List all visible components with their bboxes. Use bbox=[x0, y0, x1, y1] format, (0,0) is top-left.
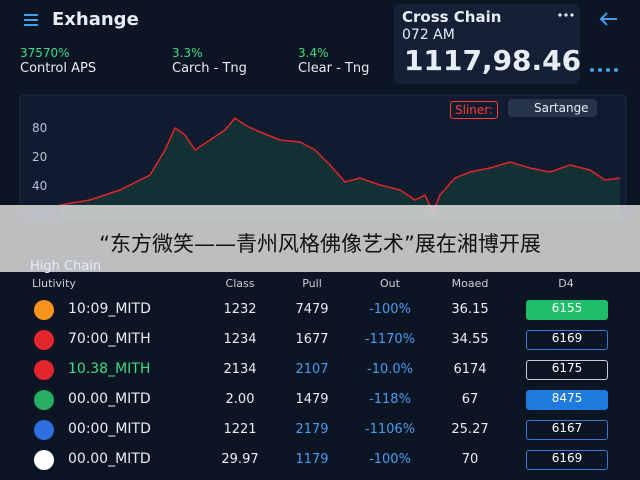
cell: 1234 bbox=[223, 332, 257, 347]
cell: 1179 bbox=[295, 452, 329, 467]
cell: -1170% bbox=[364, 332, 416, 347]
column-header: Pull bbox=[302, 277, 322, 290]
pair-name: 00.00_MITD bbox=[68, 391, 151, 407]
cell: 67 bbox=[461, 392, 479, 407]
more-dots[interactable] bbox=[558, 13, 574, 17]
price-button[interactable]: 6169 bbox=[526, 450, 608, 470]
stat-value: 37570% bbox=[20, 46, 70, 60]
range-button[interactable]: Sartange bbox=[508, 99, 597, 117]
coin-icon bbox=[34, 360, 54, 380]
cell: 34.55 bbox=[451, 332, 489, 347]
cell: 2134 bbox=[223, 362, 257, 377]
y-tick-label: 40 bbox=[32, 179, 48, 193]
cell: 25.27 bbox=[451, 422, 489, 437]
pair-name: 70:00_MITH bbox=[68, 331, 151, 347]
cell: 1479 bbox=[295, 392, 329, 407]
cell: 2179 bbox=[295, 422, 329, 437]
app-title: Exhange bbox=[52, 9, 139, 30]
price-button[interactable]: 6167 bbox=[526, 420, 608, 440]
y-tick-label: 20 bbox=[32, 150, 48, 164]
card-amount: 1117,98.46 bbox=[404, 44, 582, 77]
column-header: D4 bbox=[558, 277, 574, 290]
column-header: Moaed bbox=[451, 277, 489, 290]
cell: 2.00 bbox=[225, 392, 255, 407]
pair-name: 00.00_MITD bbox=[68, 451, 151, 467]
card-bg bbox=[394, 4, 580, 84]
stat-value: 3.4% bbox=[298, 46, 329, 60]
menu-icon[interactable] bbox=[24, 14, 38, 26]
price-button[interactable]: 6169 bbox=[526, 330, 608, 350]
coin-icon bbox=[34, 300, 54, 320]
cell: 1221 bbox=[223, 422, 257, 437]
cell: -118% bbox=[369, 392, 411, 407]
menu-dots[interactable] bbox=[590, 68, 618, 72]
cell: 70 bbox=[461, 452, 479, 467]
price-button[interactable]: 8475 bbox=[526, 390, 608, 410]
column-header: Llutivity bbox=[32, 277, 76, 290]
cell: 2107 bbox=[295, 362, 329, 377]
card-title: Cross Chain bbox=[402, 8, 502, 26]
coin-icon bbox=[34, 450, 54, 470]
banner-bg bbox=[0, 205, 640, 272]
card-time: 072 AM bbox=[402, 27, 455, 43]
coin-icon bbox=[34, 420, 54, 440]
cell: -1106% bbox=[364, 422, 416, 437]
y-tick-label: 10 bbox=[32, 208, 48, 222]
back-arrow[interactable] bbox=[599, 12, 617, 26]
cell: 6174 bbox=[453, 362, 487, 377]
badge: Sliner: bbox=[450, 101, 499, 119]
chart-line bbox=[59, 116, 621, 214]
stat-label: Clear - Tng bbox=[298, 61, 370, 76]
cell: 36.15 bbox=[451, 302, 489, 317]
cell: -100% bbox=[369, 452, 411, 467]
cell: -100% bbox=[369, 302, 411, 317]
chart-area bbox=[60, 118, 620, 220]
cell: 29.97 bbox=[221, 452, 259, 467]
price-button[interactable]: 6155 bbox=[526, 300, 608, 320]
column-header: Out bbox=[380, 277, 400, 290]
table-title: High Chain bbox=[30, 259, 102, 274]
cell: 7479 bbox=[295, 302, 329, 317]
pair-name: 10:09_MITD bbox=[68, 301, 151, 317]
pair-name: 10.38_MITH bbox=[68, 361, 151, 377]
cell: -10.0% bbox=[367, 362, 413, 377]
stat-label: Control APS bbox=[20, 61, 97, 76]
coin-icon bbox=[34, 330, 54, 350]
stat-value: 3.3% bbox=[172, 46, 203, 60]
cell: 1677 bbox=[295, 332, 329, 347]
price-button[interactable]: 6175 bbox=[526, 360, 608, 380]
column-header: Class bbox=[225, 277, 255, 290]
stat-label: Carch - Tng bbox=[172, 61, 247, 76]
cell: 1232 bbox=[223, 302, 257, 317]
pair-name: 00:00_MITD bbox=[68, 421, 151, 437]
coin-icon bbox=[34, 390, 54, 410]
banner-text: “东方微笑——青州风格佛像艺术”展在湘博开展 bbox=[99, 232, 541, 256]
y-tick-label: 80 bbox=[32, 121, 48, 135]
